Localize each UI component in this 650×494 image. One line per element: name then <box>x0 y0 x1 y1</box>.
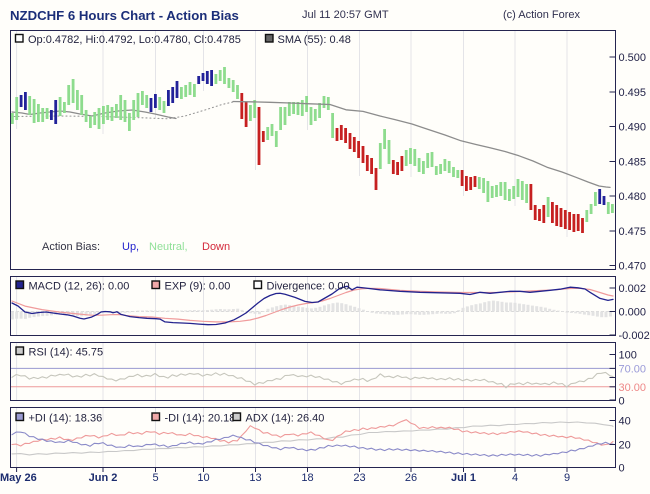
svg-text:4: 4 <box>512 472 518 484</box>
svg-text:0.495: 0.495 <box>619 87 647 99</box>
svg-text:100: 100 <box>619 350 637 362</box>
svg-text:0.490: 0.490 <box>619 122 647 134</box>
svg-text:NZDCHF 6 Hours Chart - Action: NZDCHF 6 Hours Chart - Action Bias <box>10 8 239 23</box>
svg-text:5: 5 <box>152 472 158 484</box>
svg-text:Jul 1: Jul 1 <box>451 472 476 484</box>
svg-text:Neutral,: Neutral, <box>149 241 188 253</box>
svg-text:MACD (12, 26): 0.00: MACD (12, 26): 0.00 <box>29 281 130 293</box>
svg-text:10: 10 <box>197 472 209 484</box>
svg-text:Jul 11 20:57 GMT: Jul 11 20:57 GMT <box>302 9 389 21</box>
svg-text:30.00: 30.00 <box>619 382 647 394</box>
svg-text:40: 40 <box>619 416 631 428</box>
svg-text:0.485: 0.485 <box>619 157 647 169</box>
svg-text:ADX (14): 26.40: ADX (14): 26.40 <box>246 413 325 425</box>
svg-text:70.00: 70.00 <box>619 363 647 375</box>
svg-text:(c) Action Forex: (c) Action Forex <box>503 9 581 21</box>
svg-text:0.002: 0.002 <box>619 283 647 295</box>
svg-text:0.480: 0.480 <box>619 191 647 203</box>
svg-text:-DI (14): 20.18: -DI (14): 20.18 <box>165 413 236 425</box>
svg-text:+DI (14): 18.36: +DI (14): 18.36 <box>29 413 103 425</box>
svg-text:26: 26 <box>405 472 417 484</box>
svg-text:Up,: Up, <box>122 241 139 253</box>
svg-text:Op:0.4782, Hi:0.4792, Lo:0.478: Op:0.4782, Hi:0.4792, Lo:0.4780, Cl:0.47… <box>28 34 241 46</box>
svg-text:0.000: 0.000 <box>619 307 647 319</box>
svg-text:Action Bias:: Action Bias: <box>42 241 100 253</box>
svg-text:May 26: May 26 <box>0 472 37 484</box>
svg-text:23: 23 <box>353 472 365 484</box>
svg-text:-0.002: -0.002 <box>619 330 650 342</box>
svg-text:13: 13 <box>249 472 261 484</box>
svg-text:20: 20 <box>619 440 631 452</box>
svg-text:EXP (9): 0.00: EXP (9): 0.00 <box>165 281 231 293</box>
svg-text:0.475: 0.475 <box>619 226 647 238</box>
svg-text:0.500: 0.500 <box>619 52 647 64</box>
svg-text:Jun 2: Jun 2 <box>89 472 118 484</box>
svg-text:SMA (55): 0.48: SMA (55): 0.48 <box>278 34 351 46</box>
svg-text:0.470: 0.470 <box>619 261 647 273</box>
svg-text:Down: Down <box>202 241 230 253</box>
svg-text:RSI (14): 45.75: RSI (14): 45.75 <box>29 347 104 359</box>
svg-text:0: 0 <box>619 463 625 475</box>
svg-text:9: 9 <box>564 472 570 484</box>
svg-text:Divergence: 0.00: Divergence: 0.00 <box>267 281 350 293</box>
svg-text:0: 0 <box>619 396 625 408</box>
svg-text:18: 18 <box>301 472 313 484</box>
